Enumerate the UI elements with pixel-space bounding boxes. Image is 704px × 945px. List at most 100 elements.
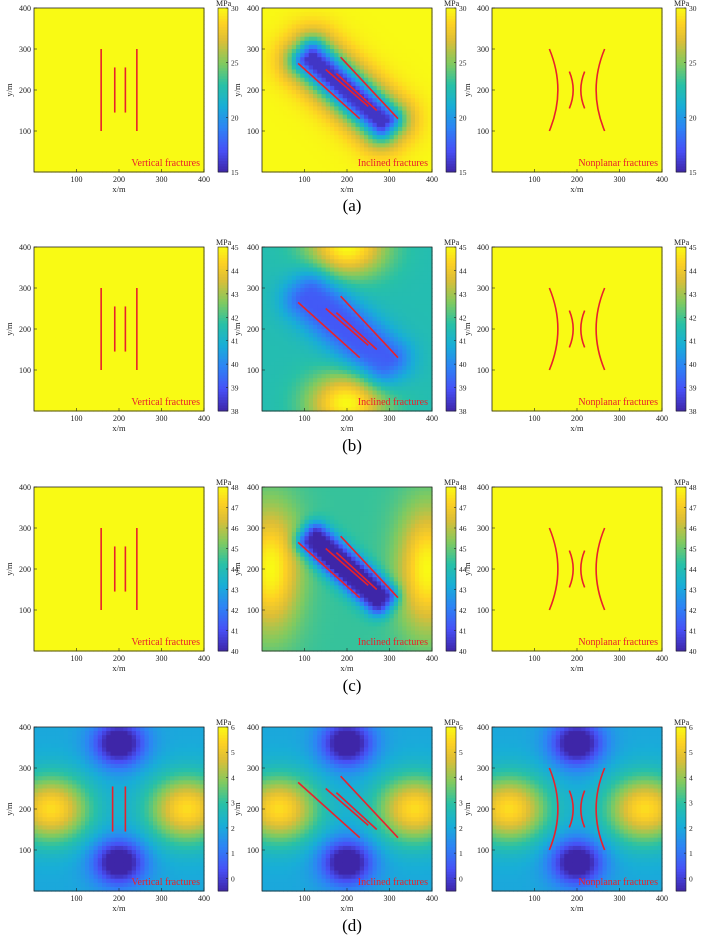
heatmap-cell: [296, 28, 301, 34]
heatmap-cell: [657, 73, 663, 79]
heatmap-cell: [321, 61, 327, 66]
heatmap-cell: [136, 8, 141, 13]
heatmap-cell: [402, 167, 408, 173]
heatmap-cell: [127, 163, 133, 169]
heatmap-cell: [427, 139, 433, 144]
heatmap-cell: [351, 106, 357, 112]
heatmap-cell: [308, 85, 314, 91]
heatmap-cell: [538, 32, 544, 38]
heatmap-cell: [296, 12, 301, 17]
heatmap-cell: [653, 155, 659, 161]
heatmap-cell: [581, 122, 587, 128]
heatmap-cell: [615, 114, 621, 120]
heatmap-cell: [110, 65, 116, 71]
heatmap-cell: [551, 32, 557, 38]
heatmap-cell: [623, 159, 629, 165]
heatmap-cell: [300, 40, 306, 46]
heatmap-cell: [619, 118, 625, 124]
heatmap-cell: [496, 167, 502, 173]
heatmap-cell: [170, 126, 175, 132]
heatmap-cell: [606, 143, 612, 148]
heatmap-cell: [347, 85, 352, 91]
heatmap-cell: [496, 126, 502, 132]
colorbar-segment: [446, 27, 456, 31]
heatmap-cell: [55, 110, 61, 116]
heatmap-cell: [509, 69, 514, 75]
heatmap-cell: [148, 94, 154, 99]
heatmap-cell: [589, 32, 595, 38]
heatmap-cell: [296, 167, 301, 173]
heatmap-cell: [538, 106, 544, 112]
heatmap-cell: [606, 114, 612, 120]
heatmap-cell: [72, 16, 78, 21]
heatmap-cell: [274, 65, 280, 71]
heatmap-cell: [274, 102, 280, 107]
heatmap-cell: [376, 155, 382, 161]
heatmap-cell: [530, 32, 536, 38]
heatmap-cell: [577, 167, 582, 173]
heatmap-cell: [42, 85, 48, 91]
heatmap-cell: [55, 135, 61, 140]
heatmap-cell: [385, 36, 391, 42]
heatmap-cell: [46, 106, 52, 112]
heatmap-cell: [500, 159, 506, 165]
heatmap-cell: [615, 12, 621, 17]
heatmap-cell: [577, 139, 582, 144]
heatmap-cell: [59, 85, 65, 91]
x-tick-label: 200: [113, 175, 125, 184]
heatmap-cell: [568, 151, 574, 157]
heatmap-cell: [140, 49, 146, 54]
heatmap-cell: [398, 85, 403, 91]
heatmap-cell: [645, 131, 650, 136]
heatmap-cell: [534, 32, 540, 38]
heatmap-cell: [492, 81, 497, 87]
heatmap-cell: [398, 139, 403, 144]
heatmap-cell: [304, 155, 310, 161]
heatmap-cell: [34, 139, 39, 144]
heatmap-cell: [585, 20, 591, 25]
heatmap-cell: [555, 106, 561, 112]
heatmap-cell: [530, 8, 536, 13]
heatmap-cell: [496, 69, 502, 75]
heatmap-cell: [526, 61, 531, 66]
heatmap-cell: [385, 44, 391, 50]
heatmap-cell: [381, 40, 386, 46]
heatmap-cell: [423, 57, 429, 62]
heatmap-cell: [287, 118, 293, 124]
heatmap-cell: [262, 163, 267, 169]
heatmap-cell: [136, 69, 141, 75]
heatmap-cell: [594, 135, 599, 140]
heatmap-cell: [649, 57, 655, 62]
heatmap-cell: [492, 32, 497, 38]
heatmap-cell: [410, 32, 416, 38]
heatmap-cell: [191, 53, 197, 58]
heatmap-cell: [127, 20, 133, 25]
heatmap-cell: [551, 40, 557, 46]
heatmap-cell: [114, 159, 120, 165]
heatmap-cell: [106, 114, 112, 120]
heatmap-cell: [496, 143, 502, 148]
heatmap-cell: [330, 151, 335, 157]
colorbar-segment: [446, 95, 456, 99]
heatmap-cell: [262, 73, 267, 79]
heatmap-cell: [313, 98, 318, 103]
heatmap-cell: [393, 81, 399, 87]
heatmap-cell: [325, 53, 331, 58]
heatmap-cell: [640, 16, 646, 21]
heatmap-cell: [611, 16, 616, 21]
heatmap-cell: [368, 36, 374, 42]
heatmap-cell: [110, 110, 116, 116]
heatmap-cell: [581, 159, 587, 165]
heatmap-cell: [127, 32, 133, 38]
heatmap-cell: [653, 28, 659, 34]
heatmap-cell: [530, 131, 536, 136]
heatmap-cell: [543, 32, 548, 38]
heatmap-cell: [55, 167, 61, 173]
heatmap-cell: [140, 8, 146, 13]
heatmap-cell: [551, 8, 557, 13]
heatmap-cell: [632, 65, 638, 71]
heatmap-cell: [628, 94, 633, 99]
heatmap-cell: [555, 65, 561, 71]
heatmap-cell: [123, 143, 129, 148]
heatmap-cell: [585, 57, 591, 62]
